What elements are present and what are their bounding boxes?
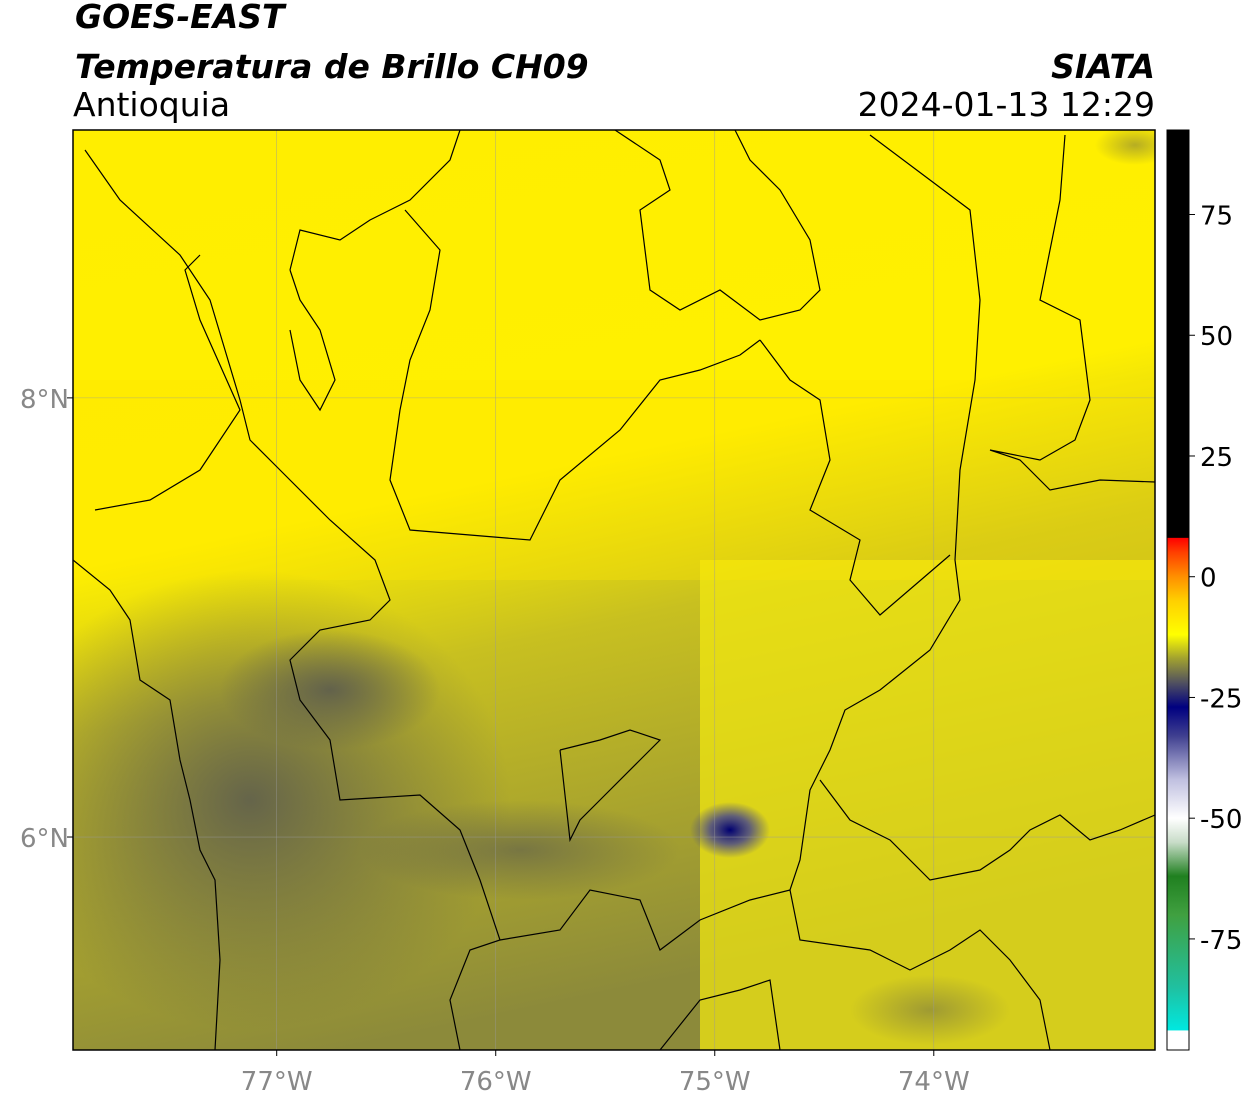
cold-cloud	[690, 802, 770, 858]
x-tick-label: 77°W	[241, 1067, 313, 1097]
borders	[73, 130, 1155, 1050]
admin-border	[559, 729, 662, 843]
x-tick-label: 75°W	[679, 1067, 751, 1097]
map-frame	[72, 129, 1156, 1051]
colorbar-frame	[1166, 129, 1190, 1051]
satellite-field	[73, 130, 1155, 1050]
colorbar-tick-label: -75	[1200, 926, 1242, 956]
cold-cloud	[73, 570, 510, 1030]
source: SIATA	[1051, 47, 1155, 86]
colorbar-fill	[1167, 130, 1189, 1050]
admin-border	[989, 134, 1155, 491]
cold-cloud	[1095, 130, 1155, 165]
y-tick-label: 6°N	[20, 824, 69, 854]
x-tick-label: 74°W	[898, 1067, 970, 1097]
subtitle: Temperatura de Brillo CH09	[75, 47, 589, 86]
admin-border	[499, 889, 1051, 1050]
admin-border	[614, 130, 821, 321]
colorbar-tick-label: 75	[1200, 202, 1233, 232]
admin-border	[789, 134, 981, 891]
title: GOES-EAST	[75, 0, 287, 36]
colorbar: 75 50 25 0 -25 -50 -75	[1167, 130, 1242, 1050]
admin-border	[389, 209, 761, 541]
field-region	[700, 560, 1155, 1050]
colorbar-tick-label: 25	[1200, 443, 1233, 473]
region: Antioquia	[73, 85, 230, 124]
coastline	[84, 149, 501, 1050]
admin-border	[659, 979, 781, 1050]
coastline	[289, 269, 336, 412]
admin-border	[819, 779, 1155, 881]
coastline	[289, 130, 461, 271]
graticule	[73, 130, 1155, 1050]
colorbar-tick-label: -50	[1200, 805, 1242, 835]
cold-cloud	[220, 630, 440, 750]
colorbar-tick-label: -25	[1200, 684, 1242, 714]
field-region	[73, 380, 1155, 580]
coastline	[73, 559, 221, 1050]
admin-border	[759, 339, 951, 616]
datetime: 2024-01-13 12:29	[858, 85, 1155, 124]
coastline	[94, 254, 241, 511]
y-tick-label: 8°N	[20, 385, 69, 415]
colorbar-tick-label: 50	[1200, 322, 1233, 352]
cold-cloud	[850, 975, 1010, 1045]
colorbar-tick-label: 0	[1200, 564, 1217, 594]
x-tick-label: 76°W	[460, 1067, 532, 1097]
cold-cloud	[360, 800, 680, 900]
